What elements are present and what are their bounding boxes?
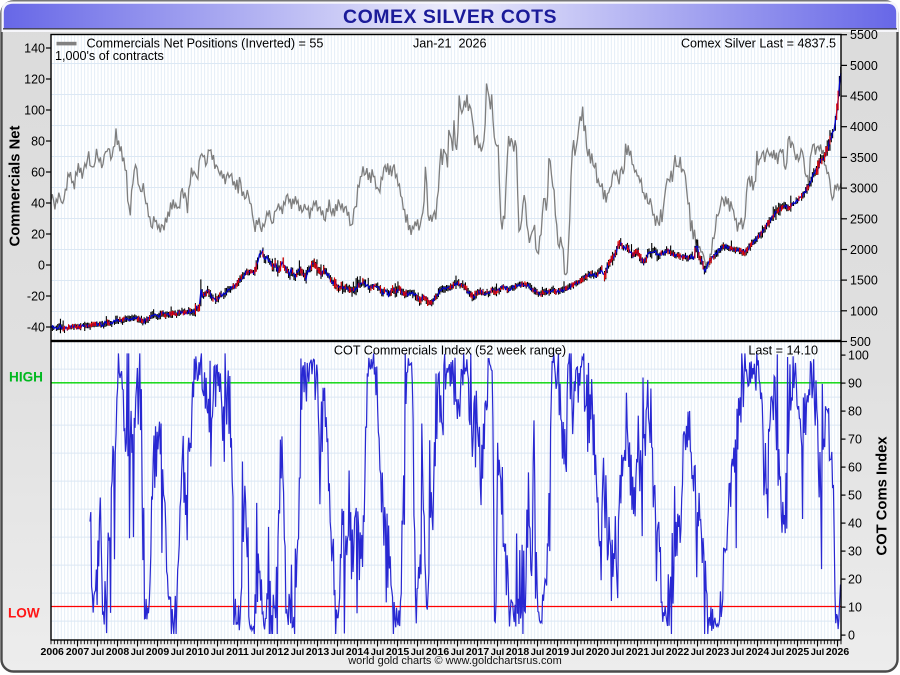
svg-text:Commercials Net: Commercials Net: [8, 125, 24, 246]
svg-text:2024: 2024: [746, 646, 770, 658]
svg-text:world gold charts © www.goldch: world gold charts © www.goldchartsrus.co…: [347, 655, 562, 667]
svg-text:2014: 2014: [346, 646, 370, 658]
svg-text:Jul: Jul: [451, 647, 464, 657]
svg-text:2019: 2019: [546, 646, 570, 658]
svg-text:2016: 2016: [426, 646, 450, 658]
svg-text:Jul: Jul: [211, 647, 224, 657]
svg-text:Jan-21 2026: Jan-21 2026: [413, 37, 487, 51]
svg-text:-40: -40: [27, 321, 45, 335]
svg-text:0: 0: [38, 259, 45, 273]
svg-text:Jul: Jul: [491, 647, 504, 657]
svg-text:2020: 2020: [586, 646, 610, 658]
svg-text:LOW: LOW: [8, 606, 40, 621]
svg-text:500: 500: [850, 335, 871, 349]
svg-text:2022: 2022: [666, 646, 690, 658]
svg-text:60: 60: [848, 461, 862, 475]
svg-text:-20: -20: [27, 290, 45, 304]
svg-text:Jul: Jul: [251, 647, 264, 657]
svg-text:120: 120: [24, 73, 45, 87]
svg-text:2006: 2006: [41, 646, 65, 658]
svg-text:2015: 2015: [386, 646, 410, 658]
svg-text:40: 40: [848, 517, 862, 531]
svg-text:Jul: Jul: [811, 647, 824, 657]
svg-text:3500: 3500: [850, 151, 878, 165]
svg-text:2012: 2012: [266, 646, 290, 658]
svg-text:30: 30: [848, 545, 862, 559]
svg-text:2026: 2026: [826, 646, 850, 658]
svg-text:Jul: Jul: [571, 647, 584, 657]
svg-text:Jul: Jul: [771, 647, 784, 657]
svg-text:Jul: Jul: [171, 647, 184, 657]
svg-text:2021: 2021: [626, 646, 650, 658]
svg-text:2025: 2025: [786, 646, 810, 658]
svg-text:1000: 1000: [850, 304, 878, 318]
svg-text:Jul: Jul: [91, 647, 104, 657]
svg-text:140: 140: [24, 42, 45, 56]
svg-text:HIGH: HIGH: [9, 370, 43, 385]
svg-text:1,000's of contracts: 1,000's of contracts: [55, 49, 164, 63]
svg-text:Jul: Jul: [291, 647, 304, 657]
svg-text:COT Coms Index: COT Coms Index: [875, 436, 891, 556]
svg-text:Commercials Net Positions (Inv: Commercials Net Positions (Inverted) = 5…: [87, 37, 324, 51]
svg-text:60: 60: [31, 166, 45, 180]
svg-text:2500: 2500: [850, 212, 878, 226]
svg-text:0: 0: [848, 629, 855, 643]
svg-text:Jul: Jul: [691, 647, 704, 657]
svg-text:1500: 1500: [850, 274, 878, 288]
svg-text:100: 100: [848, 349, 869, 363]
svg-text:5000: 5000: [850, 59, 878, 73]
svg-text:Jul: Jul: [531, 647, 544, 657]
svg-text:2011: 2011: [226, 646, 249, 658]
svg-text:70: 70: [848, 433, 862, 447]
svg-text:Jul: Jul: [331, 647, 344, 657]
svg-text:2010: 2010: [186, 646, 210, 658]
svg-text:4000: 4000: [850, 120, 878, 134]
svg-text:Jul: Jul: [131, 647, 144, 657]
svg-text:COT Commercials Index (52 week: COT Commercials Index (52 week range): [334, 344, 566, 358]
svg-text:5500: 5500: [850, 28, 878, 42]
svg-text:Jul: Jul: [411, 647, 424, 657]
svg-text:10: 10: [848, 601, 862, 615]
svg-text:Jul: Jul: [371, 647, 384, 657]
svg-text:Jul: Jul: [731, 647, 744, 657]
svg-text:4500: 4500: [850, 90, 878, 104]
svg-text:20: 20: [848, 573, 862, 587]
svg-text:100: 100: [24, 104, 45, 118]
svg-text:2007: 2007: [66, 646, 90, 658]
svg-text:2009: 2009: [146, 646, 170, 658]
svg-text:40: 40: [31, 197, 45, 211]
svg-text:20: 20: [31, 228, 45, 242]
svg-text:Jul: Jul: [651, 647, 664, 657]
svg-text:80: 80: [31, 135, 45, 149]
svg-text:Jul: Jul: [611, 647, 624, 657]
svg-text:COMEX SILVER COTS: COMEX SILVER COTS: [343, 6, 557, 28]
svg-text:Last = 14.10: Last = 14.10: [748, 344, 818, 358]
svg-text:80: 80: [848, 405, 862, 419]
svg-text:50: 50: [848, 489, 862, 503]
svg-text:2023: 2023: [706, 646, 730, 658]
svg-text:2008: 2008: [106, 646, 130, 658]
svg-text:2013: 2013: [306, 646, 330, 658]
svg-text:2018: 2018: [506, 646, 530, 658]
svg-text:90: 90: [848, 377, 862, 391]
svg-text:Comex Silver Last = 4837.5: Comex Silver Last = 4837.5: [681, 37, 836, 51]
svg-text:3000: 3000: [850, 182, 878, 196]
svg-text:2017: 2017: [466, 646, 490, 658]
svg-text:2000: 2000: [850, 243, 878, 257]
